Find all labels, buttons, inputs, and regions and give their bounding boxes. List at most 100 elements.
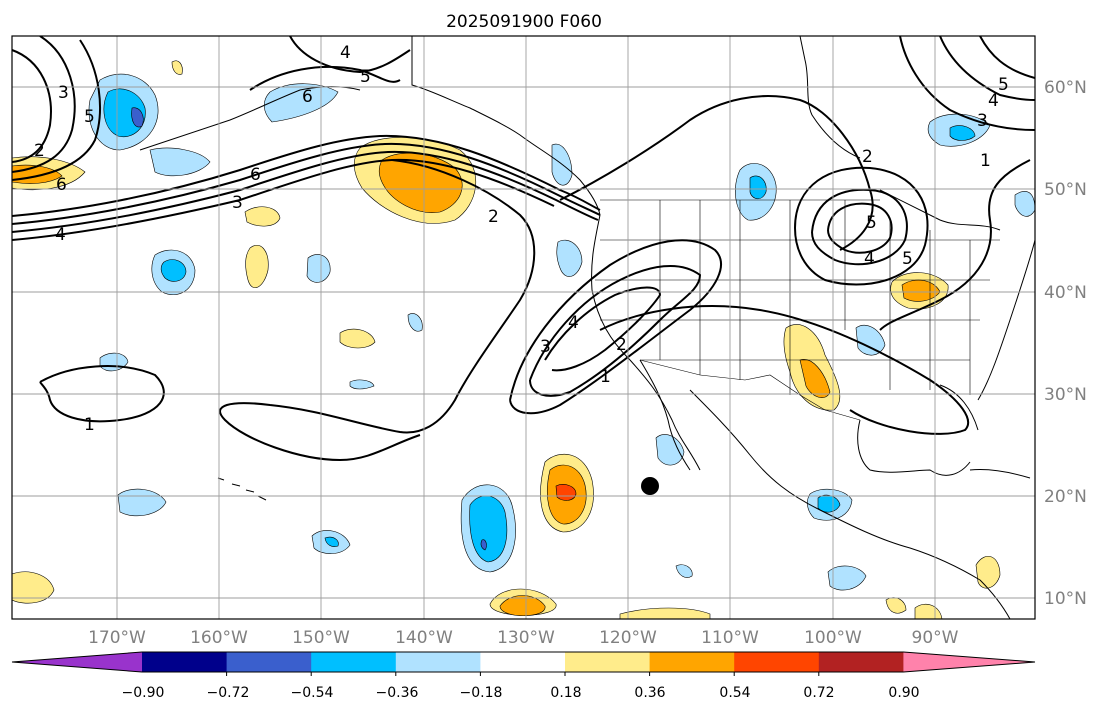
contour-ridge-2 bbox=[599, 305, 970, 435]
shade-positive-sw-core bbox=[799, 359, 831, 398]
shade-negative-tropical-min bbox=[480, 539, 487, 551]
shade-negative-aleutian-min bbox=[131, 107, 144, 128]
colorbar-segment bbox=[142, 652, 228, 672]
shade-positive-bottom-3 bbox=[619, 607, 711, 619]
shade-positive-cell-2 bbox=[245, 244, 269, 289]
grid-lat bbox=[12, 86, 1035, 599]
contour-label: 2 bbox=[616, 335, 627, 355]
lat-label: 50°N bbox=[1044, 180, 1087, 200]
coast-hawaii bbox=[217, 477, 267, 501]
lat-label: 60°N bbox=[1044, 78, 1087, 98]
colorbar-tick-label: 0.54 bbox=[719, 685, 750, 701]
map-frame bbox=[11, 35, 1036, 620]
shade-negative-alaska bbox=[263, 83, 339, 123]
coast-mexico bbox=[689, 389, 1011, 619]
lon-label: 90°W bbox=[912, 628, 959, 648]
coast-florida bbox=[939, 384, 979, 431]
lat-label: 10°N bbox=[1044, 589, 1087, 609]
colorbar-tick-label: −0.90 bbox=[122, 685, 165, 701]
lat-label: 20°N bbox=[1044, 487, 1087, 507]
contour-nw-3 bbox=[12, 39, 101, 181]
contour-label: 4 bbox=[568, 313, 579, 333]
contour-label: 2 bbox=[862, 147, 873, 167]
border-states-h bbox=[595, 239, 1000, 361]
colorbar-segment bbox=[226, 652, 312, 672]
colorbar-outline bbox=[11, 651, 1036, 673]
location-marker bbox=[641, 477, 659, 495]
lon-label: 120°W bbox=[599, 628, 657, 648]
contour-high-ne-1 bbox=[811, 188, 908, 266]
colorbar-tick-label: 0.90 bbox=[888, 685, 919, 701]
coast-gulf bbox=[857, 419, 971, 476]
contour-trough bbox=[219, 159, 536, 462]
lon-label: 150°W bbox=[292, 628, 350, 648]
contour-label: 3 bbox=[977, 111, 988, 131]
contour-label: 5 bbox=[360, 67, 371, 87]
map-panel: 1 1 1 2 2 2 2 3 3 3 3 4 4 4 4 4 5 5 5 5 bbox=[11, 35, 1036, 620]
lon-label: 160°W bbox=[190, 628, 248, 648]
coast-canada-east bbox=[879, 189, 1001, 231]
longitude-labels: 170°W 160°W 150°W 140°W 130°W 120°W 110°… bbox=[88, 628, 959, 648]
coast-cuba bbox=[969, 469, 1031, 479]
shade-negative-texas bbox=[855, 324, 886, 356]
colorbar-tick-label: −0.18 bbox=[460, 685, 503, 701]
contour-label: 5 bbox=[866, 213, 877, 233]
colorbar-segment bbox=[395, 652, 481, 672]
contour-label: 1 bbox=[84, 415, 95, 435]
shade-negative-sw-trop-2-core bbox=[324, 536, 339, 547]
contour-label: 5 bbox=[902, 249, 913, 269]
contour-label: 4 bbox=[340, 43, 351, 63]
contour-jet-3 bbox=[12, 150, 599, 233]
shade-positive-central-am bbox=[975, 556, 1001, 589]
contour-jet-2 bbox=[12, 142, 601, 225]
contour-cutoff-2 bbox=[544, 286, 662, 372]
lon-label: 130°W bbox=[497, 628, 555, 648]
contour-nw-5 bbox=[289, 36, 411, 74]
grid-lon bbox=[116, 36, 936, 619]
coast-east-us bbox=[977, 239, 1035, 401]
contour-label: 3 bbox=[232, 193, 243, 213]
contour-label: 1 bbox=[600, 367, 611, 387]
contour-label: 4 bbox=[988, 91, 999, 111]
shade-negative-se-2 bbox=[675, 564, 693, 578]
lat-label: 40°N bbox=[1044, 283, 1087, 303]
colorbar-segment bbox=[311, 652, 397, 672]
colorbar-segment bbox=[649, 652, 735, 672]
contour-nw-2 bbox=[12, 36, 76, 173]
contour-label: 5 bbox=[84, 107, 95, 127]
shade-negative-quebec-core bbox=[949, 125, 976, 141]
lat-label: 30°N bbox=[1044, 385, 1087, 405]
contour-low-1 bbox=[39, 365, 165, 423]
colorbar-segment bbox=[734, 652, 820, 672]
contour-nw-1 bbox=[12, 49, 52, 163]
contour-label-group: 1 1 1 2 2 2 2 3 3 3 3 4 4 4 4 4 5 5 5 5 bbox=[34, 43, 1009, 435]
lon-label: 170°W bbox=[88, 628, 146, 648]
contour-label: 3 bbox=[540, 337, 551, 357]
colorbar-tick-label: −0.54 bbox=[291, 685, 334, 701]
shaded-anomalies bbox=[12, 60, 1035, 619]
contour-ne-4 bbox=[879, 159, 1031, 331]
contour-jet-4 bbox=[12, 158, 555, 241]
shade-positive-cell-1 bbox=[244, 206, 281, 227]
contour-label: 1 bbox=[980, 151, 991, 171]
colorbar-segment bbox=[480, 652, 566, 672]
shade-negative-ca bbox=[556, 239, 583, 277]
contour-high-ne-3 bbox=[794, 166, 929, 286]
shade-positive-bottom-1-core bbox=[499, 595, 546, 616]
colorbar-tick-label: 0.72 bbox=[803, 685, 834, 701]
contour-cutoff-1 bbox=[529, 264, 702, 397]
contour-label: 5 bbox=[998, 75, 1009, 95]
contour-ne-1 bbox=[899, 36, 1035, 131]
contour-jet-1 bbox=[12, 134, 601, 217]
shade-negative-bering bbox=[149, 147, 211, 177]
lon-label: 140°W bbox=[395, 628, 453, 648]
colorbar-segment bbox=[818, 652, 904, 672]
latitude-labels: 60°N 50°N 40°N 30°N 20°N 10°N bbox=[1044, 78, 1087, 609]
shade-negative-se-1 bbox=[827, 565, 867, 591]
coast-west-us bbox=[591, 214, 701, 471]
contours bbox=[12, 36, 1035, 462]
contour-label: 3 bbox=[58, 83, 69, 103]
shade-positive-bottom-2 bbox=[12, 571, 55, 604]
shade-negative-plains-core bbox=[749, 175, 767, 200]
shade-positive-cell-3 bbox=[339, 328, 376, 349]
